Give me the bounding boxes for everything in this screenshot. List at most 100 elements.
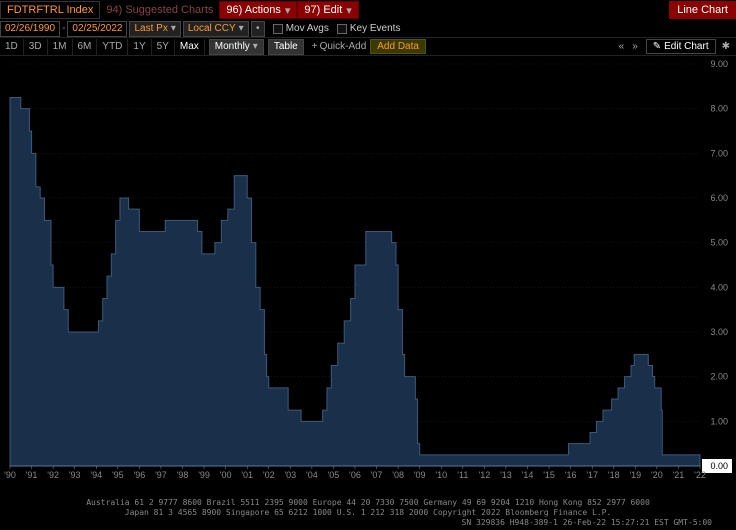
end-date-input[interactable]: 02/25/2022: [67, 21, 127, 37]
svg-text:'90: '90: [4, 470, 16, 480]
svg-text:'08: '08: [392, 470, 404, 480]
svg-text:'12: '12: [479, 470, 491, 480]
nav-arrows: « » ✎ Edit Chart ✱: [615, 39, 736, 54]
footer: Australia 61 2 9777 8600 Brazil 5511 239…: [0, 496, 736, 530]
suggested-charts-menu[interactable]: 94) Suggested Charts: [100, 1, 219, 19]
edit-chart-label: Edit Chart: [664, 41, 708, 52]
svg-text:'04: '04: [306, 470, 318, 480]
date-separator: -: [60, 23, 67, 34]
svg-text:3.00: 3.00: [710, 327, 728, 337]
range-3d[interactable]: 3D: [24, 39, 48, 55]
svg-text:'15: '15: [543, 470, 555, 480]
local-ccy-toggle[interactable]: Local CCY ▾: [183, 21, 249, 37]
svg-text:'14: '14: [522, 470, 534, 480]
svg-text:'11: '11: [457, 470, 468, 480]
svg-text:'21: '21: [673, 470, 685, 480]
svg-text:'06: '06: [349, 470, 361, 480]
footer-line1: Australia 61 2 9777 8600 Brazil 5511 239…: [4, 498, 732, 508]
table-label: Table: [274, 41, 298, 52]
actions-menu[interactable]: 96) Actions ▾: [219, 1, 297, 19]
range-5y[interactable]: 5Y: [152, 39, 175, 55]
local-ccy-label: Local CCY: [188, 23, 236, 34]
svg-text:4.00: 4.00: [710, 282, 728, 292]
svg-text:'09: '09: [414, 470, 426, 480]
svg-text:5.00: 5.00: [710, 238, 728, 248]
mov-avgs-label: Mov Avgs: [286, 23, 329, 34]
svg-text:'07: '07: [371, 470, 383, 480]
chart-area[interactable]: 0.00 1.00 2.00 3.00 4.00 5.00 6.00 7.00 8.00 9.00…: [0, 56, 736, 482]
plus-icon: +: [312, 41, 318, 52]
svg-text:'18: '18: [608, 470, 620, 480]
svg-text:6.00: 6.00: [710, 193, 728, 203]
top-toolbar: FDTRFTRL Index 94) Suggested Charts 96) …: [0, 0, 736, 20]
range-toolbar: 1D3D1M6MYTD1Y5YMax Monthly ▾ Table +Quic…: [0, 38, 736, 56]
svg-text:'03: '03: [284, 470, 296, 480]
edit-label: 97) Edit: [304, 4, 342, 16]
index-name: FDTRFTRL Index: [0, 1, 100, 19]
chevron-down-icon: ▾: [346, 4, 352, 17]
date-toolbar: 02/26/1990 - 02/25/2022 Last Px ▾ Local …: [0, 20, 736, 38]
mov-avgs-checkbox[interactable]: Mov Avgs: [273, 23, 329, 34]
svg-text:'05: '05: [328, 470, 340, 480]
svg-text:1.00: 1.00: [710, 416, 728, 426]
range-1y[interactable]: 1Y: [128, 39, 151, 55]
dot-icon: •: [256, 23, 260, 34]
svg-text:2.00: 2.00: [710, 372, 728, 382]
gear-icon[interactable]: ✱: [716, 41, 736, 52]
chart-type-label: Line Chart: [669, 1, 736, 19]
svg-text:'94: '94: [90, 470, 102, 480]
key-events-checkbox[interactable]: Key Events: [337, 23, 401, 34]
svg-text:'00: '00: [220, 470, 232, 480]
range-buttons: 1D3D1M6MYTD1Y5YMax: [0, 39, 205, 55]
svg-text:'19: '19: [629, 470, 641, 480]
svg-text:9.00: 9.00: [710, 59, 728, 69]
nav-prev-button[interactable]: «: [615, 41, 629, 52]
table-button[interactable]: Table: [268, 39, 304, 55]
svg-text:'01: '01: [241, 470, 253, 480]
svg-text:'13: '13: [500, 470, 512, 480]
pencil-icon: ✎: [653, 41, 661, 52]
nav-next-button[interactable]: »: [628, 41, 642, 52]
range-max[interactable]: Max: [175, 39, 205, 55]
chevron-down-icon: ▾: [285, 4, 291, 17]
svg-text:7.00: 7.00: [710, 148, 728, 158]
interval-label: Monthly: [215, 41, 250, 52]
svg-text:'98: '98: [177, 470, 189, 480]
add-data-input[interactable]: Add Data: [370, 39, 426, 54]
key-events-label: Key Events: [350, 23, 401, 34]
line-chart: 0.00 1.00 2.00 3.00 4.00 5.00 6.00 7.00 8.00 9.00…: [0, 56, 736, 482]
svg-text:'10: '10: [435, 470, 447, 480]
range-ytd[interactable]: YTD: [97, 39, 128, 55]
start-date-input[interactable]: 02/26/1990: [0, 21, 60, 37]
svg-text:'17: '17: [586, 470, 598, 480]
checkbox-icon: [273, 24, 283, 34]
extra-toggle[interactable]: •: [251, 21, 265, 37]
quick-add-label: +Quick-Add: [312, 41, 367, 52]
svg-text:'91: '91: [26, 470, 38, 480]
last-px-label: Last Px: [134, 23, 167, 34]
footer-line2: Japan 81 3 4565 8900 Singapore 65 6212 1…: [4, 508, 732, 518]
svg-text:'16: '16: [565, 470, 577, 480]
svg-text:'20: '20: [651, 470, 663, 480]
svg-text:'96: '96: [134, 470, 146, 480]
actions-label: 96) Actions: [226, 4, 280, 16]
svg-text:'93: '93: [69, 470, 81, 480]
svg-text:'99: '99: [198, 470, 210, 480]
chevron-down-icon: ▾: [253, 41, 258, 52]
interval-dropdown[interactable]: Monthly ▾: [209, 39, 264, 55]
svg-text:0.00: 0.00: [710, 461, 728, 471]
range-1d[interactable]: 1D: [0, 39, 24, 55]
svg-text:'97: '97: [155, 470, 167, 480]
svg-text:'22: '22: [694, 470, 706, 480]
footer-line3: SN 329836 H948-389-1 26-Feb-22 15:27:21 …: [4, 518, 732, 528]
svg-text:'92: '92: [47, 470, 59, 480]
chevron-down-icon: ▾: [239, 23, 244, 34]
last-px-toggle[interactable]: Last Px ▾: [129, 21, 180, 37]
edit-menu[interactable]: 97) Edit ▾: [297, 1, 358, 19]
chevron-down-icon: ▾: [171, 23, 176, 34]
svg-text:'02: '02: [263, 470, 275, 480]
svg-text:8.00: 8.00: [710, 104, 728, 114]
range-6m[interactable]: 6M: [73, 39, 98, 55]
edit-chart-button[interactable]: ✎ Edit Chart: [646, 39, 716, 54]
range-1m[interactable]: 1M: [48, 39, 73, 55]
